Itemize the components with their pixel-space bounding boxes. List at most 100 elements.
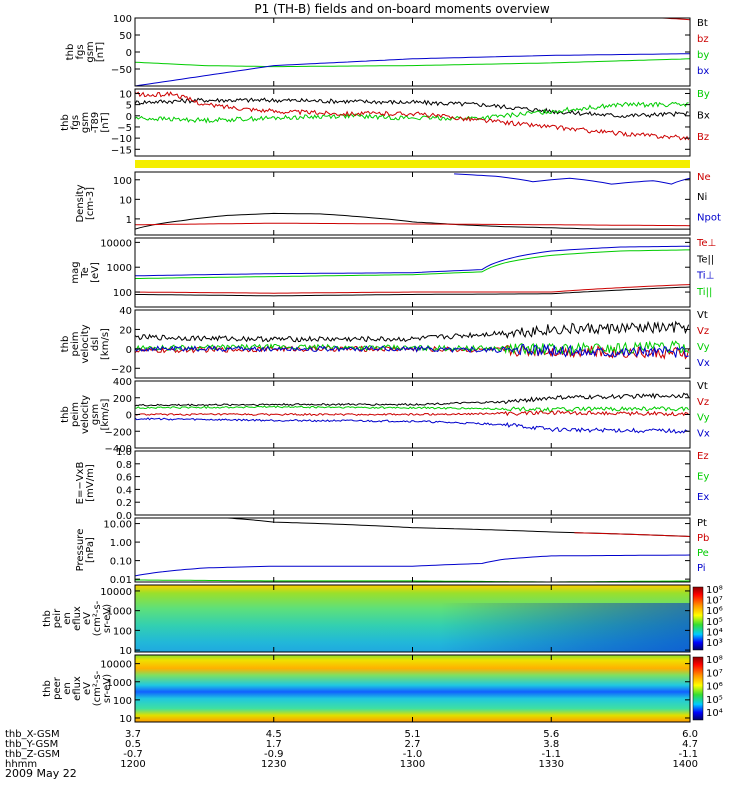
series-line-bx <box>135 97 689 118</box>
panel-7: Ez Ey Ex 1.0 0.8 0.60.4 0.2 0.0 E=−VxB [mV/m] <box>75 447 709 522</box>
legend-label: Ex <box>697 492 709 503</box>
legend-label: bz <box>697 34 709 45</box>
y-axis-label-line: peir <box>52 608 63 628</box>
y-axis-label-line: fgs <box>70 115 81 130</box>
legend-label: Vz <box>697 397 709 408</box>
legend-label: Ti⊥ <box>696 271 714 282</box>
series-layer <box>135 91 690 141</box>
series-line-te <box>135 286 690 297</box>
y-tick-label: 0.0 <box>116 511 132 522</box>
y-axis-label-line: Te <box>80 267 91 279</box>
time-axis-row-label: thb_X-GSM <box>5 729 60 740</box>
y-tick-label: −5 <box>117 123 132 134</box>
y-axis-label-line: thb <box>42 610 53 627</box>
y-axis-label-line: dsl <box>90 337 101 351</box>
y-tick-label: 0 <box>126 411 132 422</box>
colorbar <box>692 586 704 651</box>
panel-frame <box>134 17 691 87</box>
y-tick-label: 5 <box>126 101 132 112</box>
y-tick-label: 10 <box>119 714 132 725</box>
y-tick-label: 100 <box>113 14 132 25</box>
y-axis-label-line: thb <box>60 406 71 423</box>
time-axis-value: 3.7 <box>125 729 141 740</box>
y-tick-label: 100 <box>113 288 132 299</box>
y-tick-label: 100 <box>113 176 132 187</box>
series-line-ti <box>135 249 690 279</box>
y-axis-label-line: eV <box>82 682 93 695</box>
y-axis-label-line: [nPa] <box>85 537 96 563</box>
series-line-by <box>135 58 690 68</box>
date-label: 2009 May 22 <box>5 767 77 780</box>
y-tick-label: 1 <box>126 215 132 226</box>
legend-label: Ti|| <box>696 287 712 298</box>
y-axis-label-line: sr-eV) <box>102 674 113 703</box>
y-tick-label: 10.00 <box>103 520 132 531</box>
panel-5: Vt Vz Vy Vx 40 20 0 −20 thb peim velocity dsl [km/s] <box>60 306 710 379</box>
y-axis-label-line: peim <box>70 331 81 356</box>
legend-label: Vt <box>697 310 708 321</box>
series-layer <box>135 18 690 86</box>
legend-label: By <box>697 89 710 100</box>
y-axis-label-line: Pressure <box>75 529 86 572</box>
series-line-by <box>135 101 689 124</box>
y-tick-label: 10 <box>119 89 132 100</box>
y-axis-label-line: peer <box>52 676 63 700</box>
colorbar-tick-label: 10⁶ <box>706 682 723 693</box>
y-tick-label: 0.01 <box>110 575 132 586</box>
colorbar-tick-label: 10⁴ <box>706 627 723 638</box>
y-tick-label: 1000 <box>107 263 132 274</box>
series-line-vz <box>135 410 689 417</box>
time-axis-value: 3.8 <box>543 739 559 750</box>
legend-label: Ez <box>697 451 709 462</box>
panel-frame <box>134 309 691 379</box>
time-axis-value: 6.0 <box>682 729 698 740</box>
colorbar <box>692 656 704 721</box>
series-line-bz <box>135 91 690 141</box>
time-axis-value: -0.9 <box>264 749 284 760</box>
y-tick-label: 10000 <box>100 660 132 671</box>
y-tick-label: 100 <box>113 696 132 707</box>
y-axis-label-line: eflux <box>72 676 83 701</box>
data-gap-bar <box>135 160 690 168</box>
y-tick-label: −200 <box>105 427 132 438</box>
y-tick-label: −15 <box>111 145 132 156</box>
panel-10: 10⁸ 10⁷ 10⁶ 10⁵ 10⁴ 10000 1000 100 10 thb peer en ef… <box>42 654 723 725</box>
y-tick-label: 0.2 <box>116 498 132 509</box>
colorbar-tick-label: 10³ <box>706 638 723 649</box>
panel-4: Te⊥ Te|| Ti⊥ Ti|| 10000 1000 100 mag Te [eV] <box>70 237 716 308</box>
y-tick-label: 0.4 <box>116 485 132 496</box>
y-tick-label: −20 <box>111 364 132 375</box>
series-line-vt <box>135 392 690 407</box>
time-axis-value: 2.7 <box>405 739 421 750</box>
y-tick-label: 100 <box>113 626 132 637</box>
series-line-ni <box>135 212 690 230</box>
y-axis-label-line: [mV/m] <box>85 464 96 502</box>
time-axis-labels: thb_X-GSM 3.7 4.5 5.1 5.6 6.0 thb_Y-GSM 0.5 1.7 2… <box>5 729 698 770</box>
legend-label: Vy <box>697 413 710 424</box>
y-axis-label-line: [nT] <box>95 42 106 62</box>
y-axis-label-line: fgs <box>75 44 86 59</box>
panel-6: Vt Vz Vy Vx 400 200 0 −200 −400 thb peim velocity gs… <box>60 377 710 455</box>
legend-label: Vy <box>697 342 710 353</box>
legend-label: Bx <box>697 111 710 122</box>
y-tick-label: −10 <box>111 134 132 145</box>
series-layer <box>135 320 690 360</box>
y-axis-label-line: velocity <box>80 324 91 363</box>
time-axis-value: 5.1 <box>405 729 421 740</box>
legend-label: Bt <box>697 18 708 29</box>
colorbar-tick-label: 10⁵ <box>706 695 723 706</box>
colorbar-tick-label: 10⁸ <box>706 655 723 666</box>
legend-label: Pe <box>697 548 709 559</box>
series-line-vx <box>135 343 689 358</box>
y-tick-label: 0 <box>126 112 132 123</box>
series-line-ne <box>135 222 690 227</box>
y-axis-label-line: gsm <box>85 41 96 62</box>
y-axis-label-line: [eV] <box>90 262 101 283</box>
legend-label: Te|| <box>696 254 714 265</box>
y-tick-label: 0.10 <box>110 557 132 568</box>
colorbar-tick-label: 10⁵ <box>706 617 723 628</box>
y-axis-label-line: gsm <box>80 112 91 133</box>
legend-label: by <box>697 50 709 61</box>
colorbar-tick-label: 10⁷ <box>706 596 723 607</box>
